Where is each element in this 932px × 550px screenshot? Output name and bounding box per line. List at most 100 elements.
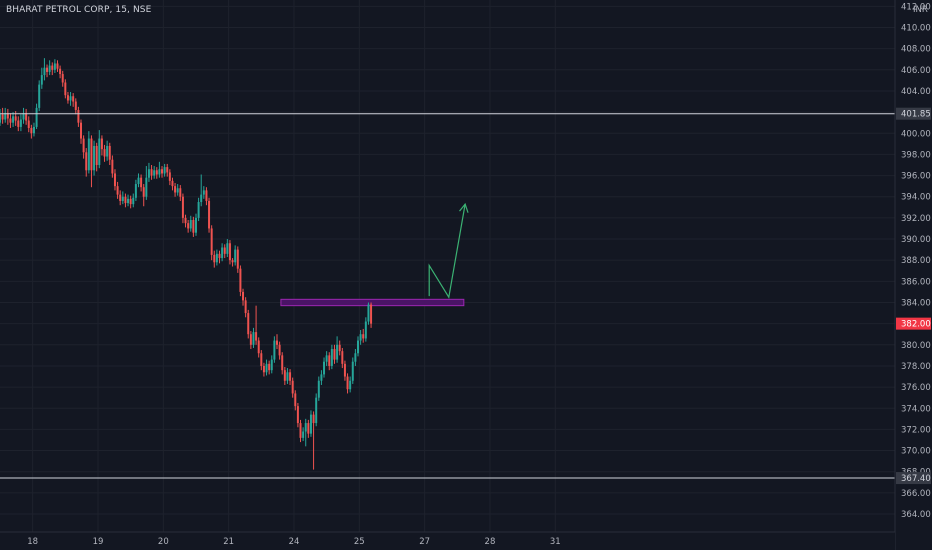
candle — [213, 250, 216, 268]
candle-body — [129, 198, 132, 205]
resistance-zone[interactable] — [280, 298, 465, 307]
candle — [9, 113, 12, 128]
price-tick-label: 398.00 — [901, 150, 931, 160]
candle — [66, 92, 69, 104]
candle — [362, 328, 365, 343]
candle-body — [35, 107, 38, 127]
candle — [247, 309, 250, 339]
candle — [51, 62, 54, 76]
price-tick-label: 376.00 — [901, 383, 931, 393]
candle-body — [289, 372, 292, 381]
candles-layer — [0, 58, 373, 470]
price-tick-label: 400.00 — [901, 129, 931, 139]
projection-path[interactable] — [428, 204, 466, 299]
candle-body — [95, 145, 98, 165]
candle-body — [153, 170, 156, 176]
candle — [32, 122, 35, 137]
candle — [17, 116, 20, 132]
candle — [197, 197, 200, 222]
candle — [309, 410, 312, 437]
candle-body — [208, 200, 211, 229]
price-tick-label: 366.00 — [901, 489, 931, 499]
candle — [61, 70, 64, 87]
price-tick-label: 390.00 — [901, 235, 931, 245]
candle-body — [215, 253, 218, 263]
candle — [166, 163, 169, 177]
candle — [187, 219, 190, 233]
candle-body — [197, 202, 200, 218]
candle — [354, 349, 357, 366]
candle — [208, 197, 211, 233]
candle — [242, 288, 245, 306]
candle — [38, 80, 41, 112]
candle — [320, 370, 323, 385]
price-tick-label: 410.00 — [901, 23, 931, 33]
candle — [103, 144, 106, 162]
horizontal-lines-layer — [0, 113, 895, 479]
price-line-label: 367.40 — [896, 472, 931, 485]
candle-body — [14, 116, 17, 121]
candle — [226, 239, 229, 258]
candle-body — [19, 119, 22, 127]
candle — [252, 327, 255, 348]
candle-body — [357, 340, 359, 354]
chart-grid — [0, 0, 895, 532]
candle — [349, 376, 352, 393]
candle — [137, 173, 140, 188]
current-price-label-text: 382.00 — [901, 320, 931, 330]
price-tick-label: 386.00 — [901, 277, 931, 287]
candle — [98, 130, 101, 169]
candle — [72, 93, 75, 107]
candle-body — [53, 63, 56, 70]
price-tick-label: 388.00 — [901, 256, 931, 266]
time-axis[interactable]: 18 19 20 21 24 25 27 28 31 — [0, 531, 895, 550]
candle — [336, 336, 339, 363]
candle-body — [147, 169, 150, 178]
time-tick-label: 24 — [289, 537, 300, 547]
candle-body — [134, 184, 137, 198]
candle-body — [48, 65, 51, 72]
candle — [174, 182, 177, 197]
candle-body — [61, 74, 64, 83]
candle-body — [273, 340, 276, 360]
candle — [215, 249, 218, 266]
candle-body — [265, 363, 268, 373]
candle-body — [223, 247, 226, 254]
candle-body — [46, 67, 49, 72]
candle-body — [166, 167, 169, 173]
price-tick-label: 396.00 — [901, 172, 931, 182]
candle-body — [304, 423, 307, 432]
candle-body — [93, 145, 96, 171]
candle-body — [362, 334, 365, 339]
chart-title: BHARAT PETROL CORP, 15, NSE — [6, 5, 152, 15]
candle-body — [100, 138, 103, 150]
candle — [330, 344, 333, 370]
candle-body — [200, 194, 203, 203]
price-axis[interactable]: INR364.00366.00368.00370.00372.00374.003… — [894, 0, 932, 550]
candle — [338, 340, 341, 356]
candle — [260, 350, 263, 371]
candle — [80, 119, 83, 144]
candle-body — [163, 167, 166, 174]
candle-body — [161, 169, 164, 174]
currency-label: INR — [913, 5, 928, 15]
candle-body — [294, 393, 297, 407]
candle — [4, 107, 7, 123]
candle — [145, 166, 148, 200]
price-tick-label: 380.00 — [901, 341, 931, 351]
candle-body — [4, 113, 7, 120]
resistance-zone-layer — [280, 298, 465, 307]
candle-body — [124, 196, 127, 204]
candle-body — [325, 355, 328, 362]
candle — [53, 59, 56, 73]
candle-body — [354, 353, 357, 362]
candle-body — [349, 380, 352, 390]
candle-body — [343, 363, 346, 377]
candle-body — [181, 196, 184, 218]
candle-body — [158, 169, 161, 175]
price-tick-label: 374.00 — [901, 404, 931, 414]
candle — [294, 390, 297, 411]
candle-body — [234, 249, 237, 263]
candle — [341, 347, 344, 369]
